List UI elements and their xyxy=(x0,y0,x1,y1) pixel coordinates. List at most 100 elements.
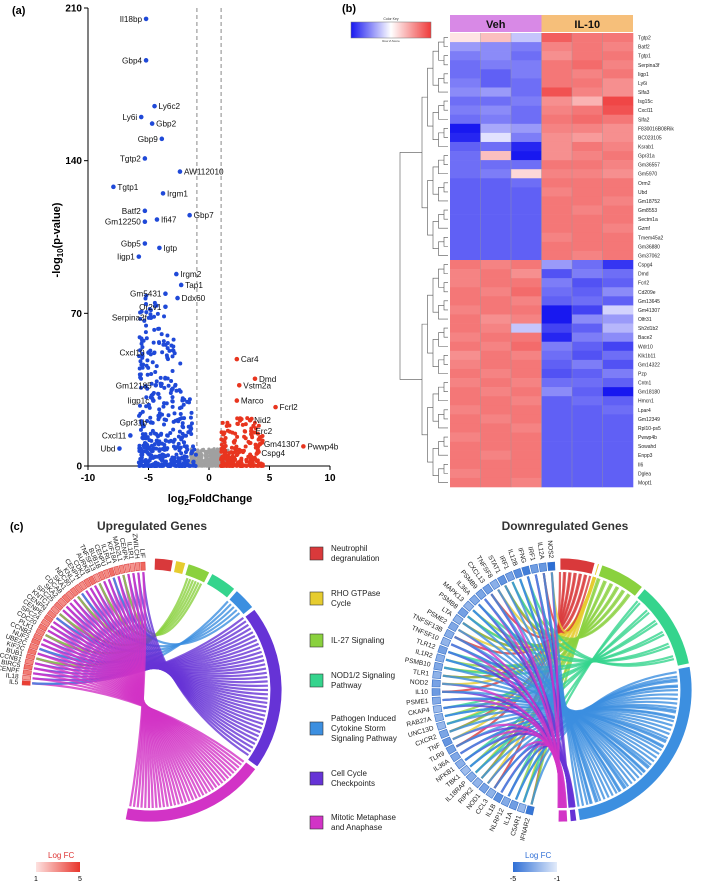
heatmap-cell xyxy=(480,305,512,315)
up-logfc-legend: Log FC 1 5 xyxy=(34,851,82,883)
volcano-point-down xyxy=(154,364,159,369)
dendrogram-branch xyxy=(443,382,448,392)
gene-logfc-box xyxy=(102,568,111,579)
volcano-labeled-point xyxy=(142,219,148,225)
volcano-point-down xyxy=(160,441,165,446)
dendrogram-branch xyxy=(443,73,448,84)
gene-logfc-box xyxy=(27,648,37,656)
volcano-point-down xyxy=(142,318,147,323)
volcano-point-down xyxy=(161,342,166,347)
heatmap-cell xyxy=(511,123,542,134)
volcano-gene-label: Tgtp2 xyxy=(120,154,141,163)
heatmap-cell xyxy=(602,205,634,215)
heatmap-cell xyxy=(541,96,573,106)
heatmap-cell xyxy=(541,423,573,433)
heatmap-cell xyxy=(602,359,634,370)
gene-label: CENPK xyxy=(118,537,129,561)
volcano-point-ns xyxy=(210,464,214,468)
gene-logfc-box xyxy=(445,744,457,755)
dendrogram-branch xyxy=(427,294,433,354)
volcano-labeled-point xyxy=(148,315,154,320)
heatmap-cell xyxy=(572,414,603,424)
heatmap-cell xyxy=(572,205,603,215)
volcano-point-ns xyxy=(213,461,218,465)
heatmap-cell xyxy=(480,378,512,388)
volcano-point-down xyxy=(153,460,158,465)
heatmap-cell xyxy=(511,196,542,206)
volcano-point-up xyxy=(242,434,247,439)
heatmap-cell xyxy=(480,278,512,288)
gene-label: TLR1 xyxy=(413,669,430,678)
chord-ribbon xyxy=(526,576,675,667)
volcano-point-up xyxy=(220,463,225,468)
volcano-point-down xyxy=(162,459,167,464)
heatmap-cell xyxy=(541,260,573,270)
pathway-legend-swatch xyxy=(309,591,324,606)
dendrogram-branch xyxy=(443,182,448,193)
heatmap-cell xyxy=(511,51,542,61)
heatmap-cell xyxy=(572,332,603,343)
heatmap-gene-label: Gm14322 xyxy=(638,362,660,368)
heatmap-cell xyxy=(511,441,542,451)
gene-logfc-box xyxy=(433,661,444,671)
heatmap-cell xyxy=(572,169,603,179)
volcano-labeled-point xyxy=(163,291,168,297)
heatmap-cell xyxy=(480,51,512,61)
volcano-point-down xyxy=(179,437,184,442)
volcano-point-down xyxy=(143,302,148,307)
dendrogram-branch xyxy=(443,464,448,474)
volcano-labeled-point xyxy=(151,398,156,403)
downregulated-chord-diagram: IFNAR2C5AR1IL1ANLRP12IL1BCCL3NOD1RIPK2IL… xyxy=(404,540,693,842)
volcano-point-down xyxy=(180,431,185,436)
heatmap-gene-label: Klk1b11 xyxy=(638,353,656,359)
gene-label: LIF xyxy=(138,549,146,559)
volcano-point-up xyxy=(260,438,265,443)
volcano-point-down xyxy=(139,452,144,457)
heatmap-cell xyxy=(541,468,573,479)
volcano-gene-label: Batf2 xyxy=(122,207,142,216)
volcano-point-down xyxy=(144,310,149,315)
heatmap-cell xyxy=(541,241,573,252)
gene-label: CKAP4 xyxy=(408,707,431,717)
heatmap-cell xyxy=(511,405,542,415)
pathway-legend-line: Cell Cycle xyxy=(331,769,368,778)
gene-logfc-box xyxy=(69,586,79,597)
volcano-gene-label: Ly6c2 xyxy=(159,102,181,111)
heatmap-cell xyxy=(480,468,512,479)
volcano-point-down xyxy=(193,452,198,457)
heatmap-gene-label: F830016B08Rik xyxy=(638,126,674,132)
heatmap-cell xyxy=(572,132,603,143)
volcano-point-ns xyxy=(199,457,203,461)
heatmap-cell xyxy=(450,78,481,88)
volcano-point-down xyxy=(148,415,153,420)
volcano-point-down xyxy=(171,444,176,449)
pathway-legend-label: Pathogen Induced Cytokine Storm Signaling … xyxy=(331,714,397,743)
gene-logfc-box xyxy=(525,805,535,816)
heatmap-cell xyxy=(450,459,481,470)
volcano-point-down xyxy=(158,375,163,380)
heatmap-gene-label: Il6 xyxy=(638,462,644,468)
volcano-point-up xyxy=(255,431,260,436)
volcano-point-down xyxy=(191,444,196,449)
volcano-point-down xyxy=(148,447,153,452)
heatmap-gene-label: Gm8553 xyxy=(638,208,657,214)
pathway-legend-line: IL-27 Signaling xyxy=(331,636,384,645)
gene-logfc-box xyxy=(454,758,466,770)
volcano-point-up xyxy=(235,416,240,421)
volcano-gene-label: Tap1 xyxy=(185,281,203,290)
volcano-point-ns xyxy=(205,457,209,461)
heatmap-cell xyxy=(450,441,481,451)
heatmap-cell xyxy=(541,405,573,415)
heatmap-cell xyxy=(602,51,634,61)
volcano-point-up xyxy=(222,437,227,442)
volcano-point-up xyxy=(219,457,224,462)
pathway-legend-swatch xyxy=(309,546,324,561)
volcano-gene-label: Or2v1 xyxy=(139,303,162,312)
gene-logfc-box xyxy=(65,590,75,600)
dendrogram-branch xyxy=(432,50,439,86)
heatmap-cell xyxy=(602,42,634,52)
heatmap-cell xyxy=(480,423,512,433)
heatmap-cell xyxy=(450,114,481,125)
gene-logfc-box xyxy=(482,583,494,595)
heatmap-cell xyxy=(480,450,512,461)
